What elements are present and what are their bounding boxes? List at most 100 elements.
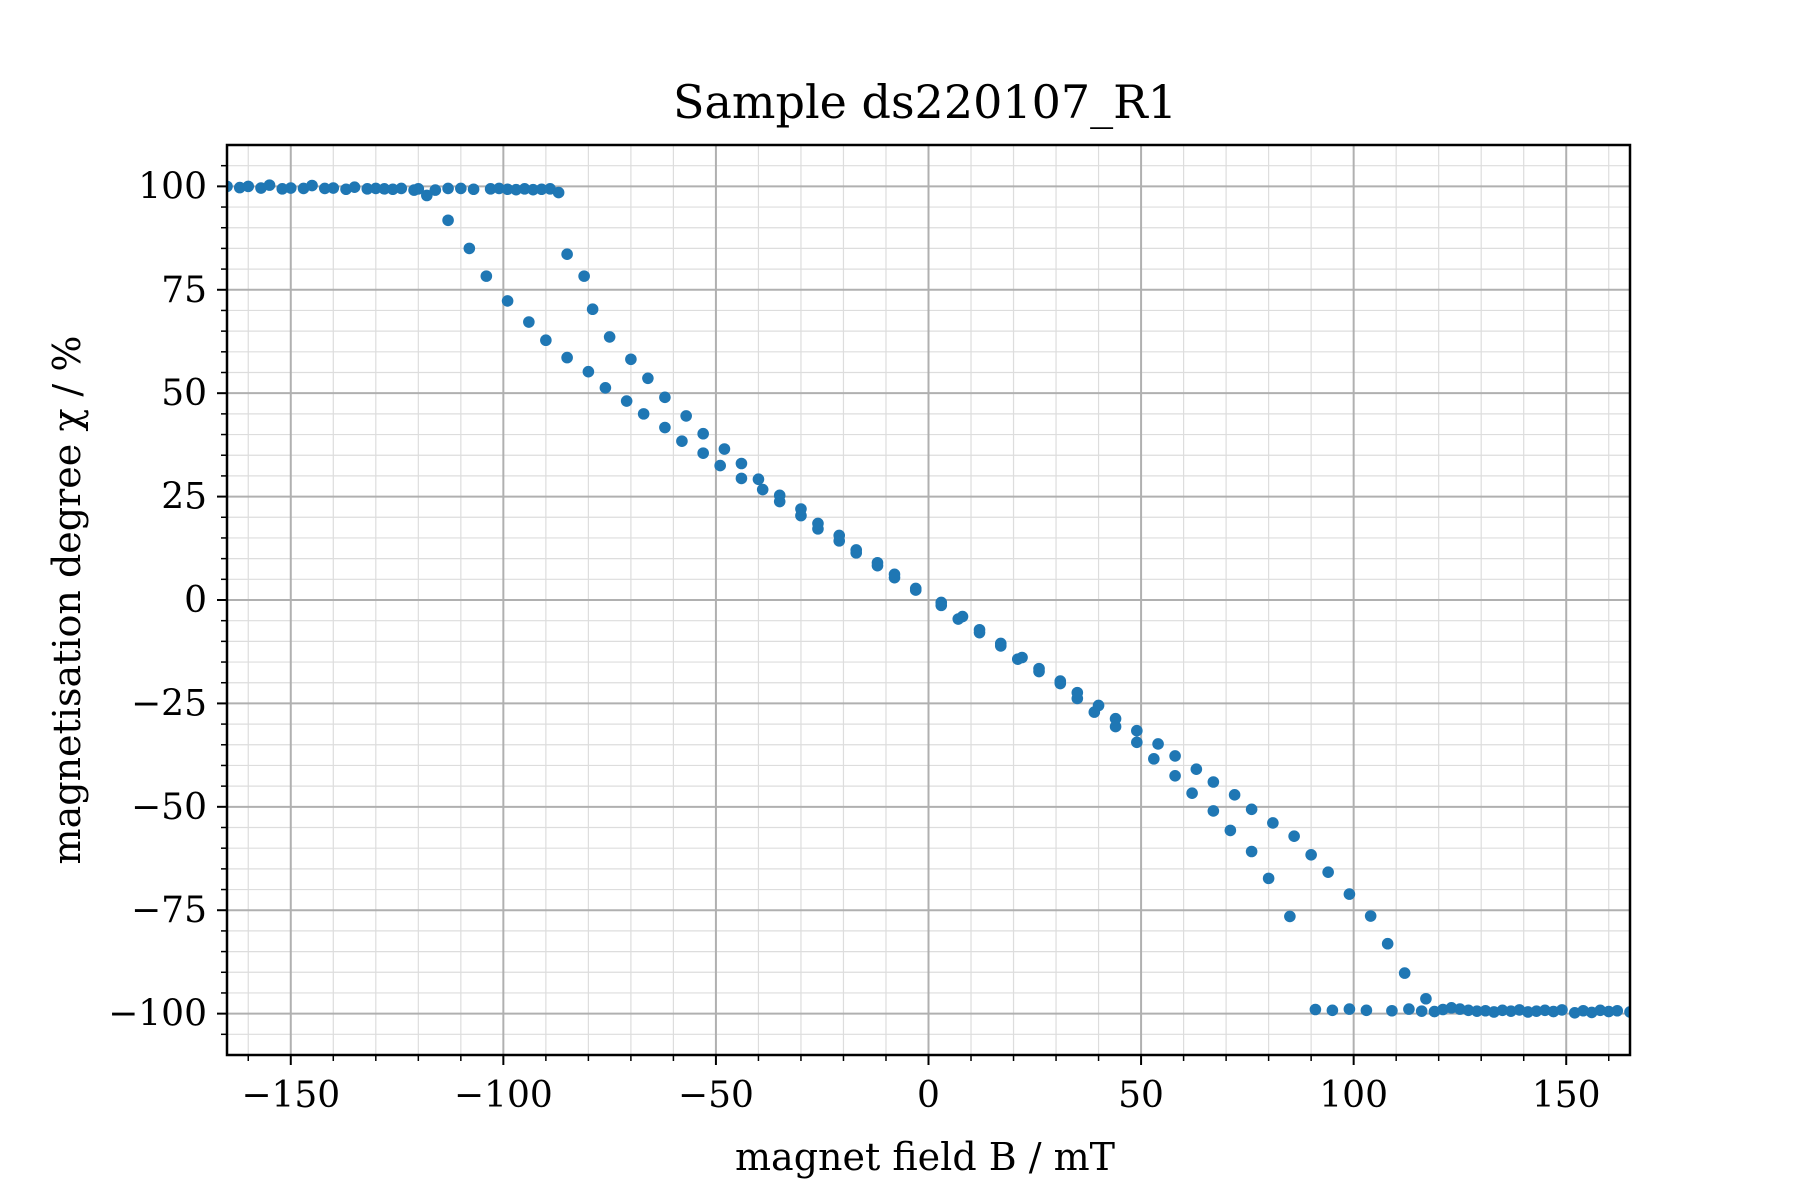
data-point bbox=[227, 180, 233, 193]
data-point bbox=[318, 182, 331, 195]
data-point bbox=[1594, 1004, 1607, 1017]
data-point bbox=[1169, 750, 1181, 762]
data-point bbox=[501, 183, 514, 196]
data-point bbox=[1479, 1004, 1492, 1017]
data-point bbox=[263, 179, 276, 191]
x-tick-label: −150 bbox=[241, 1075, 340, 1116]
data-point bbox=[718, 443, 731, 455]
data-point bbox=[455, 182, 467, 195]
data-point bbox=[582, 365, 595, 378]
data-point bbox=[510, 183, 522, 196]
data-point bbox=[501, 295, 514, 307]
data-point bbox=[1471, 1005, 1483, 1017]
data-point bbox=[637, 408, 650, 420]
data-point bbox=[935, 596, 948, 609]
data-point bbox=[1556, 1004, 1568, 1016]
data-point bbox=[1522, 1006, 1534, 1018]
data-point bbox=[659, 421, 671, 434]
data-point bbox=[625, 353, 637, 366]
data-point bbox=[1092, 699, 1105, 712]
data-point bbox=[714, 459, 726, 472]
data-point bbox=[361, 183, 374, 195]
data-point bbox=[956, 610, 969, 623]
data-point bbox=[1611, 1004, 1624, 1017]
data-point bbox=[659, 391, 671, 404]
data-point bbox=[1326, 1004, 1339, 1017]
data-point bbox=[561, 351, 573, 364]
data-point bbox=[1169, 769, 1181, 782]
data-point bbox=[1403, 1003, 1415, 1015]
data-point bbox=[1322, 866, 1334, 878]
data-point bbox=[552, 186, 565, 199]
data-point bbox=[1228, 789, 1241, 801]
data-point bbox=[676, 435, 688, 447]
y-tick-label: 25 bbox=[161, 477, 207, 518]
x-tick-label: 50 bbox=[1118, 1075, 1164, 1116]
data-point bbox=[756, 483, 769, 496]
data-point bbox=[1386, 1004, 1398, 1017]
data-point bbox=[735, 457, 748, 470]
data-point bbox=[378, 183, 391, 195]
y-axis-tick-labels: 100 75 50 25 0 −25 −50 −75 −100 bbox=[108, 166, 207, 1034]
data-point bbox=[1602, 1005, 1615, 1018]
data-point bbox=[909, 582, 922, 595]
data-point bbox=[1207, 805, 1220, 817]
data-point bbox=[1420, 992, 1432, 1005]
data-point bbox=[1284, 910, 1296, 923]
y-tick-label: −25 bbox=[131, 683, 207, 724]
data-point bbox=[1343, 888, 1356, 900]
data-point bbox=[994, 637, 1007, 650]
data-point bbox=[1262, 872, 1275, 885]
data-point bbox=[1305, 849, 1317, 861]
data-point bbox=[1309, 1003, 1322, 1016]
data-point bbox=[1207, 776, 1220, 788]
data-point bbox=[1445, 1002, 1458, 1014]
data-point bbox=[429, 184, 442, 196]
data-point bbox=[812, 517, 824, 530]
data-point bbox=[348, 181, 361, 193]
data-point bbox=[1381, 937, 1394, 950]
data-point bbox=[442, 182, 454, 195]
y-tick-label: −100 bbox=[108, 994, 207, 1035]
data-point bbox=[1624, 1006, 1630, 1018]
data-point bbox=[1454, 1003, 1466, 1015]
data-point bbox=[233, 181, 246, 194]
data-point bbox=[642, 372, 654, 385]
major-grid bbox=[227, 145, 1630, 1055]
data-point bbox=[540, 334, 552, 347]
data-point bbox=[773, 489, 786, 502]
y-tick-label: 100 bbox=[138, 166, 207, 207]
data-point bbox=[1462, 1004, 1475, 1017]
y-tick-label: −50 bbox=[131, 787, 207, 828]
data-point bbox=[370, 182, 382, 195]
data-point bbox=[518, 183, 531, 195]
data-point bbox=[850, 544, 863, 556]
data-point bbox=[493, 182, 505, 195]
data-point bbox=[697, 427, 709, 440]
data-point bbox=[578, 270, 590, 282]
data-point bbox=[527, 183, 539, 196]
data-point bbox=[463, 242, 476, 255]
data-point bbox=[599, 382, 612, 394]
data-point bbox=[242, 180, 255, 193]
data-point bbox=[1364, 910, 1377, 922]
data-point bbox=[1071, 686, 1084, 699]
data-point bbox=[833, 529, 846, 542]
data-point bbox=[306, 179, 318, 192]
data-point bbox=[735, 472, 748, 485]
data-point bbox=[795, 503, 807, 515]
data-point bbox=[421, 189, 433, 202]
data-point bbox=[888, 568, 901, 581]
data-point bbox=[1245, 845, 1258, 858]
data-point bbox=[412, 183, 425, 195]
data-point bbox=[1360, 1004, 1373, 1017]
data-point bbox=[1190, 763, 1203, 775]
data-point bbox=[442, 214, 454, 227]
x-axis-label: magnet field B / mT bbox=[735, 1135, 1115, 1179]
data-point bbox=[1016, 651, 1028, 664]
data-point bbox=[680, 410, 692, 422]
data-point bbox=[284, 182, 297, 194]
data-point bbox=[1496, 1004, 1509, 1017]
chart-title: Sample ds220107_R1 bbox=[673, 75, 1177, 129]
data-point bbox=[1245, 803, 1258, 816]
